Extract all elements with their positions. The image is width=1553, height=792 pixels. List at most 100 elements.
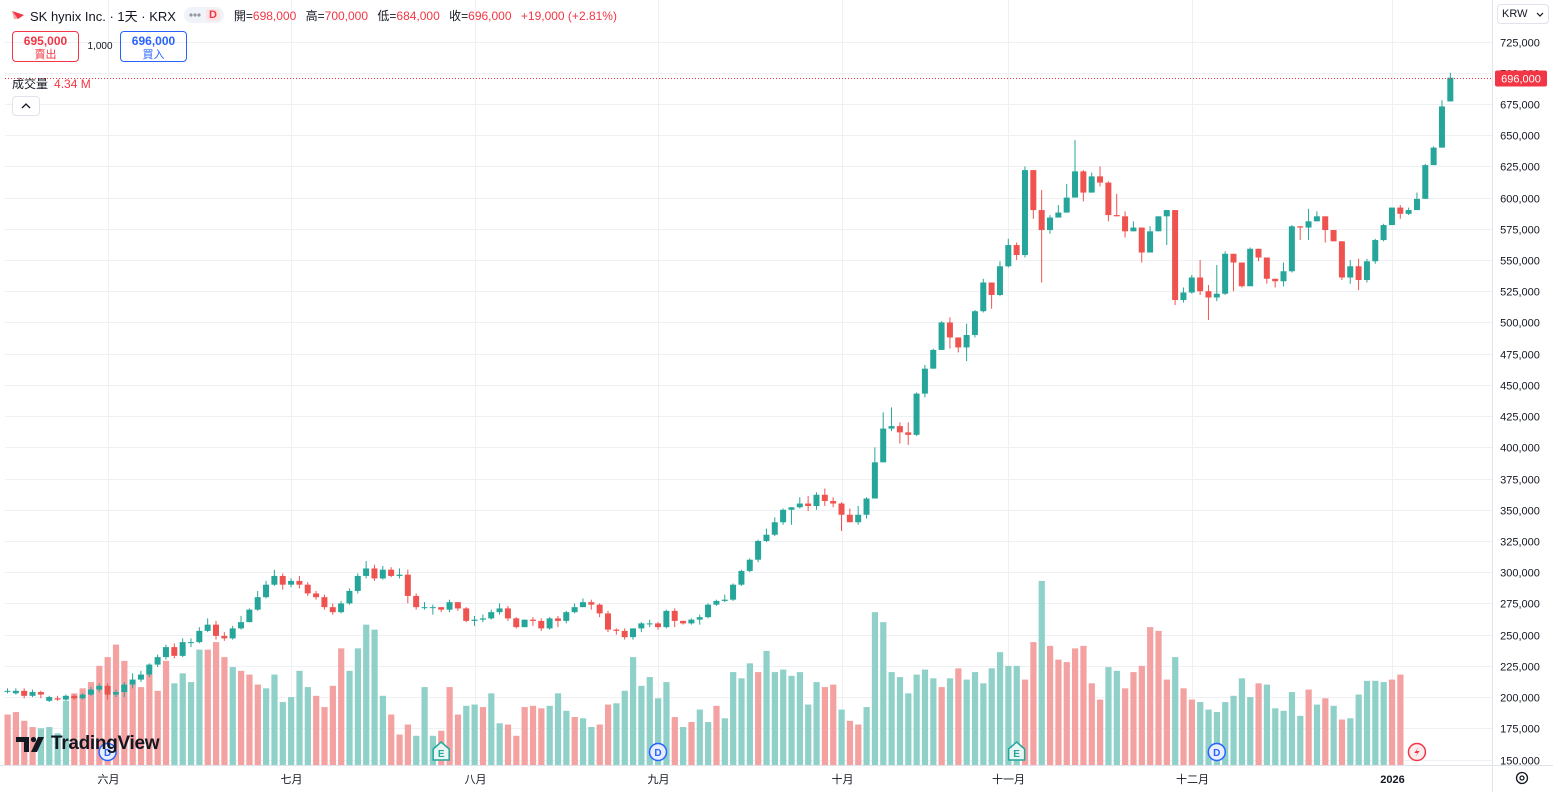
volume-bar [504,724,512,765]
volume-bar [1397,674,1404,765]
volume-bar [1030,642,1037,765]
y-tick-label: 375,000 [1500,475,1540,487]
tradingview-logo[interactable]: TradingView [16,733,160,755]
volume-bar [930,678,937,765]
candle-body [238,622,245,629]
dividend-event-icon[interactable] [648,742,668,762]
lightning-icon [1414,747,1420,757]
market-status-pill[interactable]: D [183,7,224,23]
volume-bar [1297,715,1304,765]
high-label: 高= [305,8,325,23]
candle-body [71,695,78,699]
volume-bar [379,695,386,765]
sell-price: 695,000 [23,34,68,48]
volume-bar [813,682,820,765]
y-tick-label: 650,000 [1500,131,1540,143]
volume-bar [688,722,695,765]
volume-bar [630,657,637,765]
candle-body [646,623,653,625]
open-value: 698,000 [252,8,297,23]
candle-body [254,597,261,610]
volume-bar [713,705,720,765]
close-value: 696,000 [468,8,512,23]
volume-bar [796,672,803,765]
candle-body [62,695,69,700]
order-quantity[interactable]: 1,000 [87,41,113,52]
x-tick-label: 七月 [281,773,303,786]
candle-body [655,623,662,628]
volume-bar [554,693,562,765]
volume-bar [1322,698,1329,765]
volume-bar [229,667,236,765]
y-tick-label: 250,000 [1500,631,1540,643]
volume-bar [1005,665,1012,765]
volume-bar [638,685,645,765]
volume-bar [546,705,553,765]
earnings-event-icon[interactable] [1007,741,1026,761]
volume-bar [655,698,662,765]
candle-body [1330,230,1337,242]
volume-bar [104,657,111,765]
candle-body [1238,262,1245,287]
candle-body [671,610,678,621]
volume-bar [1155,630,1162,765]
dividend-event-icon[interactable] [98,742,117,762]
candle-body [1322,216,1329,231]
volume-bar [371,629,378,765]
volume-bar [121,660,128,765]
candle-body [830,501,837,504]
candle-body [1088,176,1095,193]
volume-bar [338,648,345,765]
candle-body [1405,210,1412,214]
sell-button[interactable]: 695,000 賣出 [12,31,79,62]
volume-bar [788,675,795,765]
volume-bar [963,679,970,765]
dividend-event-icon[interactable] [1207,742,1227,762]
volume-bar [921,669,929,765]
volume-bar [1088,683,1095,765]
candle-body [1422,165,1429,199]
candle-body [705,604,712,618]
low-label: 低= [377,8,397,23]
volume-bar [1147,627,1154,765]
volume-bar [1313,704,1321,765]
candle-body [996,266,1003,295]
candle-body [613,629,620,631]
volume-bar [1072,648,1079,765]
candle-body [4,690,11,692]
y-tick-label: 500,000 [1500,318,1540,330]
y-tick-label: 350,000 [1500,506,1540,518]
candle-body [579,602,586,608]
candle-body [104,685,111,695]
candle-body [888,426,895,429]
volume-bar [304,687,311,765]
candle-body [821,494,828,502]
volume-bar [454,714,462,765]
x-tick-label: 十月 [832,772,854,786]
candle-body [1372,240,1379,262]
settings-gear-icon[interactable] [1514,770,1530,786]
volume-bar [271,674,278,765]
candle-body [1305,221,1312,228]
volume-bar [1230,695,1237,765]
candle-body [1105,182,1112,216]
collapse-legend-button[interactable] [12,96,40,116]
candle-body [1347,266,1354,278]
volume-bar [1330,705,1337,765]
volume-bar [1247,697,1254,765]
y-tick-label: 150,000 [1500,756,1540,768]
volume-bar [1038,580,1045,765]
symbol-title[interactable]: SK hynix Inc. · 1天 · KRX [30,8,176,24]
buy-button[interactable]: 696,000 買入 [120,31,187,62]
candle-body [496,608,503,613]
volume-bar [279,702,286,765]
currency-selector[interactable]: KRW [1497,4,1549,24]
earnings-event-icon[interactable] [432,741,450,761]
volume-bar [71,693,78,765]
volume-bar [413,735,420,765]
volume-bar [1213,712,1220,765]
volume-bar [730,672,737,765]
volume-bar [980,683,987,765]
y-tick-label: 525,000 [1500,287,1540,299]
